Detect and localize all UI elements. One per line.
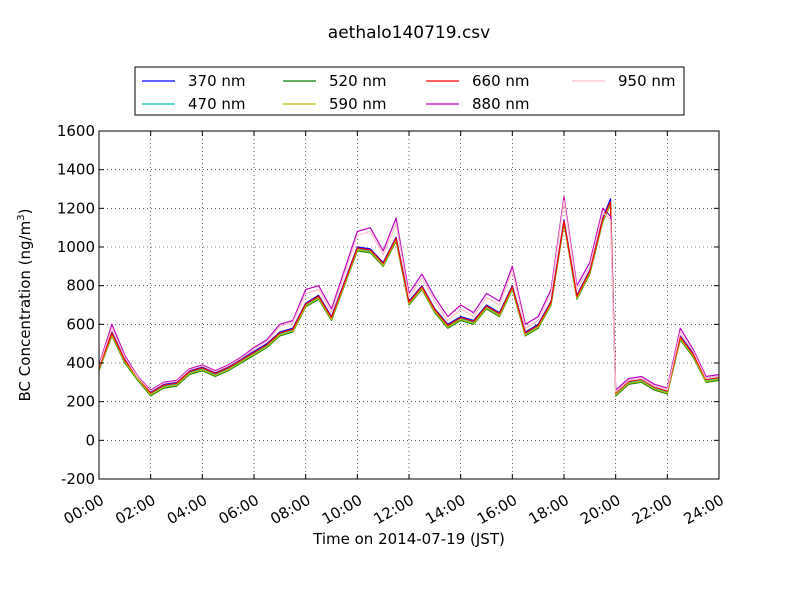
axis-ticks xyxy=(98,130,720,480)
legend-label: 590 nm xyxy=(329,95,387,113)
y-tick-label: 1600 xyxy=(57,122,95,140)
x-axis-label: Time on 2014-07-19 (JST) xyxy=(312,530,505,548)
legend-label: 950 nm xyxy=(618,72,676,90)
y-tick-label: 400 xyxy=(66,354,95,372)
legend-label: 520 nm xyxy=(329,72,387,90)
y-axis-label-end: ) xyxy=(16,209,34,215)
y-tick-label: 800 xyxy=(66,277,95,295)
y-tick-label: -200 xyxy=(61,470,95,488)
legend-label: 660 nm xyxy=(472,72,530,90)
y-tick-label: 600 xyxy=(66,315,95,333)
y-tick-label: 1200 xyxy=(57,199,95,217)
y-axis-label: BC Concentration (ng/m3) xyxy=(16,209,34,402)
y-tick-labels: -200 0 200 400 600 800 1000 1200 1400 1600 xyxy=(57,122,95,488)
series-lines xyxy=(98,196,720,397)
y-tick-label: 200 xyxy=(66,393,95,411)
legend: 370 nm 470 nm 520 nm 590 nm 660 nm 880 nm 950 … xyxy=(134,66,685,116)
legend-items: 370 nm 470 nm 520 nm 590 nm 660 nm 880 nm 950 … xyxy=(142,72,676,113)
chart-title: aethalo140719.csv xyxy=(328,23,490,43)
y-tick-label: 1400 xyxy=(57,161,95,179)
y-axis-label-main: BC Concentration (ng/m xyxy=(16,221,34,402)
legend-label: 880 nm xyxy=(472,95,530,113)
y-tick-label: 0 xyxy=(85,431,95,449)
legend-box xyxy=(134,66,685,116)
series-line-950-nm xyxy=(98,200,720,393)
y-tick-label: 1000 xyxy=(57,238,95,256)
legend-label: 470 nm xyxy=(188,95,246,113)
legend-label: 370 nm xyxy=(188,72,246,90)
y-axis-label-sup: 3 xyxy=(16,214,27,220)
